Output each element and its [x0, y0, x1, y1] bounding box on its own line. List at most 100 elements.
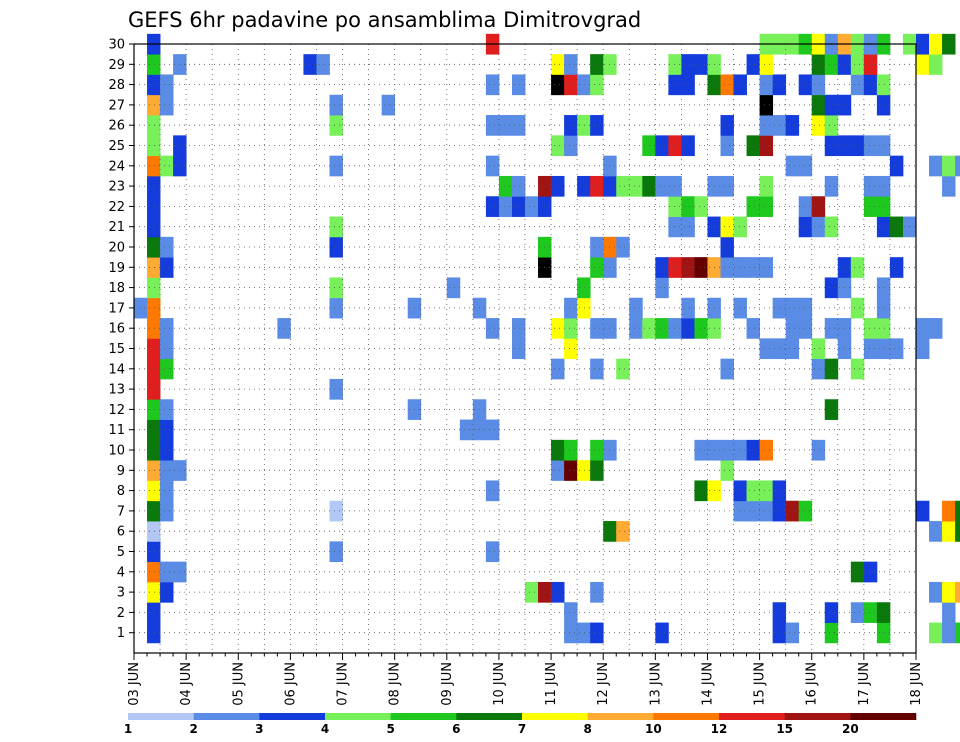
precip-cell	[147, 236, 161, 258]
precip-cell	[694, 439, 708, 461]
precip-cell	[564, 297, 578, 319]
precip-cell	[681, 196, 695, 217]
precip-cell	[577, 115, 591, 136]
precip-cell	[147, 460, 161, 481]
precip-cell	[955, 521, 960, 542]
y-tick-label: 24	[108, 159, 125, 174]
precip-cell	[147, 378, 161, 400]
x-axis: 03 JUN 04 JUN 05 JUN 06 JUN 07 JUN 08 JUN 09 J…	[127, 653, 924, 706]
precip-cell	[655, 318, 669, 339]
y-tick-label: 19	[108, 261, 125, 276]
precip-cell	[785, 115, 800, 136]
y-tick-label: 22	[108, 200, 125, 215]
y-tick-label: 6	[117, 525, 125, 540]
precip-cell	[759, 500, 774, 522]
y-tick-label: 1	[117, 626, 125, 641]
colorbar-label: 10	[645, 722, 662, 736]
x-tick-label: 07 JUN	[336, 662, 351, 706]
precip-cell	[303, 54, 317, 75]
precip-cell	[876, 277, 891, 299]
precip-cell	[564, 318, 578, 339]
precip-cell	[733, 74, 747, 96]
precip-cell	[798, 216, 813, 238]
precip-cell	[955, 500, 960, 522]
y-tick-label: 5	[117, 545, 125, 560]
precip-cell	[160, 94, 174, 116]
precip-cell	[876, 196, 891, 217]
precip-cell	[629, 175, 643, 197]
precip-cell	[889, 155, 904, 177]
y-tick-label: 4	[117, 565, 125, 580]
precip-cell	[720, 439, 734, 461]
precip-cell	[720, 74, 734, 96]
precip-cell	[485, 196, 500, 217]
precip-cell	[746, 500, 760, 522]
precip-cell	[889, 216, 904, 238]
precip-cell	[746, 439, 760, 461]
precip-cell	[785, 318, 800, 339]
precip-cell	[147, 297, 161, 319]
precip-cell	[876, 74, 891, 96]
precip-cell	[876, 622, 891, 644]
colorbar-swatch	[522, 713, 588, 720]
precip-cell	[681, 135, 695, 157]
precip-cell	[511, 115, 526, 136]
precip-cell	[655, 135, 669, 157]
precip-cell	[811, 196, 826, 217]
precip-cell	[160, 257, 174, 278]
colorbar-swatch	[193, 713, 260, 720]
y-tick-label: 2	[117, 606, 125, 621]
precip-cell	[824, 175, 839, 197]
precip-cell	[746, 54, 760, 75]
precip-cell	[551, 439, 565, 461]
precip-cell	[590, 581, 604, 603]
precip-cell	[147, 622, 161, 644]
precip-cell	[942, 602, 956, 623]
colorbar-swatch	[259, 713, 326, 720]
precip-cell	[160, 358, 174, 380]
colorbar-label: 12	[711, 722, 728, 736]
precip-cell	[577, 175, 591, 197]
precip-cell	[916, 318, 930, 339]
precip-cell	[863, 135, 878, 157]
precip-cell	[147, 318, 161, 339]
precip-cell	[759, 257, 774, 278]
precip-cell	[733, 257, 747, 278]
precip-cell	[590, 460, 604, 481]
precip-cell	[147, 541, 161, 563]
precip-cell	[746, 135, 760, 157]
precip-cell	[668, 175, 682, 197]
precip-cell	[590, 236, 604, 258]
precip-cell	[681, 257, 695, 278]
precip-cell	[733, 439, 747, 461]
precip-cell	[681, 297, 695, 319]
precip-cell	[668, 74, 682, 96]
precip-cell	[759, 439, 774, 461]
precip-cell	[564, 460, 578, 481]
precip-cell	[485, 115, 500, 136]
precip-cell	[668, 216, 682, 238]
precip-cell	[811, 216, 826, 238]
precip-cell	[759, 115, 774, 136]
y-tick-label: 7	[117, 504, 125, 519]
precip-cell	[850, 54, 865, 75]
precip-cell	[876, 318, 891, 339]
x-tick-label: 14 JUN	[700, 662, 715, 706]
precip-cell	[720, 460, 734, 481]
precip-cell	[929, 155, 943, 177]
y-tick-label: 18	[108, 281, 125, 296]
precip-cell	[160, 460, 174, 481]
heatmap-cells	[134, 33, 960, 644]
precip-cell	[811, 439, 826, 461]
precip-cell	[955, 581, 960, 603]
colorbar-label: 2	[189, 722, 197, 736]
precip-cell	[694, 257, 708, 278]
precip-cell	[942, 500, 956, 522]
precip-cell	[147, 257, 161, 278]
precip-cell	[329, 277, 343, 299]
precip-cell	[329, 236, 343, 258]
precip-cell	[147, 196, 161, 217]
precip-cell	[147, 338, 161, 360]
precip-cell	[850, 257, 865, 278]
precip-cell	[720, 175, 734, 197]
